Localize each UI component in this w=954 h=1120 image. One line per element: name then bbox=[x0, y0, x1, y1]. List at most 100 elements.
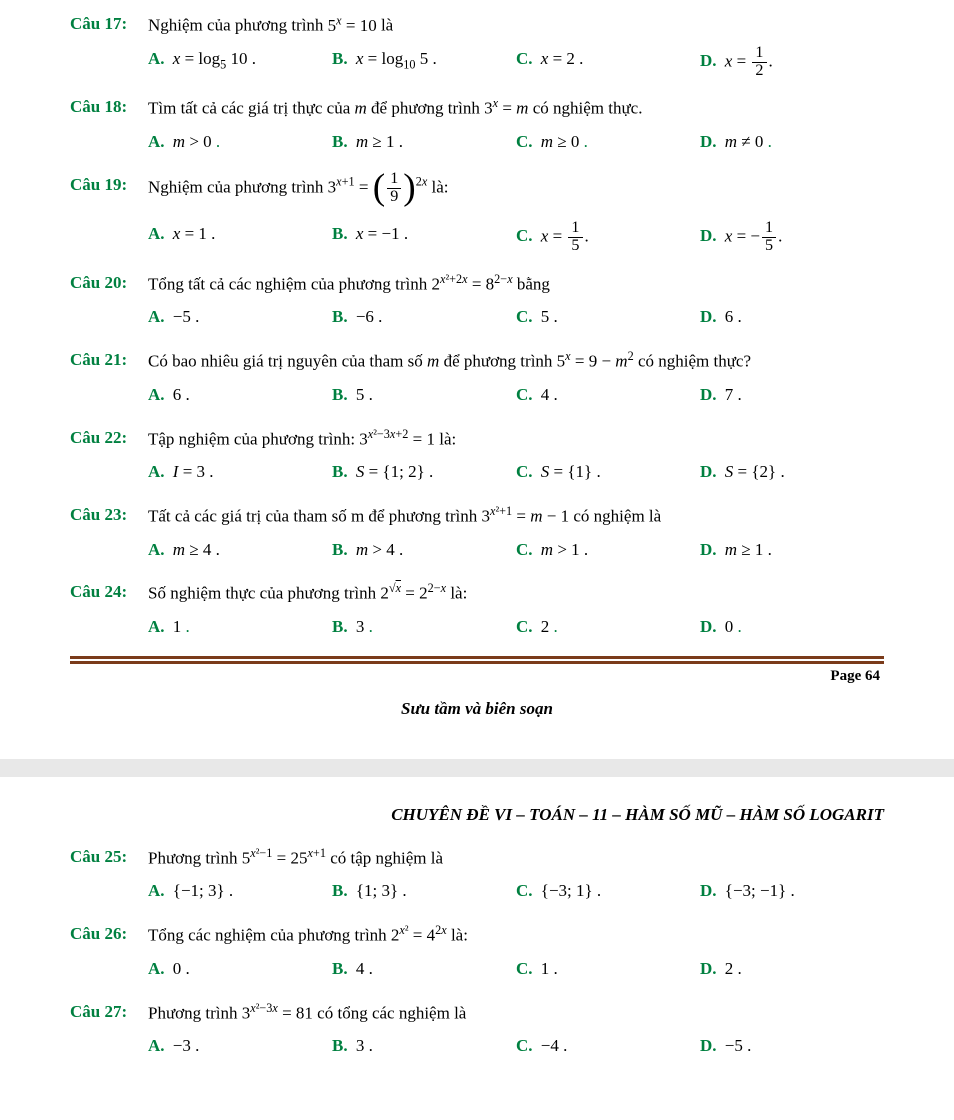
option-d: D. S = {2} . bbox=[700, 458, 884, 487]
question-body: Tất cả các giá trị của tham số m để phươ… bbox=[148, 501, 884, 564]
question-number: Câu 20: bbox=[70, 269, 148, 332]
question-stem: Nghiệm của phương trình 3x+1 = ( 19 ) 2x… bbox=[148, 171, 884, 206]
option-b: B. 5 . bbox=[332, 381, 516, 410]
option-d: D. 6 . bbox=[700, 303, 884, 332]
option-c: C. 5 . bbox=[516, 303, 700, 332]
option-d: D. m ≥ 1 . bbox=[700, 536, 884, 565]
option-b: B. {1; 3} . bbox=[332, 877, 516, 906]
page-number: Page 64 bbox=[70, 668, 884, 685]
question-number: Câu 22: bbox=[70, 424, 148, 487]
option-d: D. m ≠ 0 . bbox=[700, 128, 884, 157]
page-bottom: Câu 25: Phương trình 5x²−1 = 25x+1 có tậ… bbox=[0, 843, 954, 1095]
options: A. m ≥ 4 . B. m > 4 . C. m > 1 . D. m ≥ … bbox=[148, 536, 884, 565]
question-body: Tổng các nghiệm của phương trình 2x² = 4… bbox=[148, 920, 884, 983]
question-number: Câu 27: bbox=[70, 998, 148, 1061]
options: A. x = log5 10 . B. x = log10 5 . C. x =… bbox=[148, 45, 884, 80]
options: A. 0 . B. 4 . C. 1 . D. 2 . bbox=[148, 955, 884, 984]
option-d: D. x = −15. bbox=[700, 220, 884, 255]
question-stem: Phương trình 5x²−1 = 25x+1 có tập nghiệm… bbox=[148, 843, 884, 874]
question-number: Câu 25: bbox=[70, 843, 148, 906]
question-number: Câu 26: bbox=[70, 920, 148, 983]
option-a: A. −3 . bbox=[148, 1032, 332, 1061]
page-gap bbox=[0, 759, 954, 777]
question-27: Câu 27: Phương trình 3x²−3x = 81 có tổng… bbox=[70, 998, 884, 1061]
divider-rule bbox=[70, 656, 884, 664]
option-b: B. S = {1; 2} . bbox=[332, 458, 516, 487]
options: A. x = 1 . B. x = −1 . C. x = 15. D. x =… bbox=[148, 220, 884, 255]
question-body: Số nghiệm thực của phương trình 2√x = 22… bbox=[148, 578, 884, 641]
question-stem: Số nghiệm thực của phương trình 2√x = 22… bbox=[148, 578, 884, 609]
question-stem: Phương trình 3x²−3x = 81 có tổng các ngh… bbox=[148, 998, 884, 1029]
option-a: A. m ≥ 4 . bbox=[148, 536, 332, 565]
option-b: B. 4 . bbox=[332, 955, 516, 984]
question-stem: Có bao nhiêu giá trị nguyên của tham số … bbox=[148, 346, 884, 377]
question-body: Nghiệm của phương trình 3x+1 = ( 19 ) 2x… bbox=[148, 171, 884, 255]
question-body: Nghiệm của phương trình 5x = 10 là A. x … bbox=[148, 10, 884, 79]
question-number: Câu 18: bbox=[70, 93, 148, 156]
option-c: C. m ≥ 0 . bbox=[516, 128, 700, 157]
option-b: B. 3 . bbox=[332, 1032, 516, 1061]
equation: 5x = 10 bbox=[328, 16, 377, 35]
question-number: Câu 24: bbox=[70, 578, 148, 641]
question-24: Câu 24: Số nghiệm thực của phương trình … bbox=[70, 578, 884, 641]
question-21: Câu 21: Có bao nhiêu giá trị nguyên của … bbox=[70, 346, 884, 409]
option-d: D. 2 . bbox=[700, 955, 884, 984]
question-20: Câu 20: Tổng tất cả các nghiệm của phươn… bbox=[70, 269, 884, 332]
option-c: C. 4 . bbox=[516, 381, 700, 410]
question-body: Tổng tất cả các nghiệm của phương trình … bbox=[148, 269, 884, 332]
option-a: A. I = 3 . bbox=[148, 458, 332, 487]
question-body: Tìm tất cả các giá trị thực của m để phư… bbox=[148, 93, 884, 156]
question-18: Câu 18: Tìm tất cả các giá trị thực của … bbox=[70, 93, 884, 156]
option-a: A. x = log5 10 . bbox=[148, 45, 332, 80]
question-stem: Tập nghiệm của phương trình: 3x²−3x+2 = … bbox=[148, 424, 884, 455]
option-a: A. 1 . bbox=[148, 613, 332, 642]
option-c: C. x = 15. bbox=[516, 220, 700, 255]
page-top: Câu 17: Nghiệm của phương trình 5x = 10 … bbox=[0, 0, 954, 759]
option-c: C. S = {1} . bbox=[516, 458, 700, 487]
option-c: C. m > 1 . bbox=[516, 536, 700, 565]
option-d: D. {−3; −1} . bbox=[700, 877, 884, 906]
option-c: C. {−3; 1} . bbox=[516, 877, 700, 906]
option-b: B. 3 . bbox=[332, 613, 516, 642]
question-number: Câu 21: bbox=[70, 346, 148, 409]
question-26: Câu 26: Tổng các nghiệm của phương trình… bbox=[70, 920, 884, 983]
fraction: ( 19 ) bbox=[373, 171, 416, 206]
options: A. −5 . B. −6 . C. 5 . D. 6 . bbox=[148, 303, 884, 332]
footer-credit: Sưu tầm và biên soạn bbox=[70, 699, 884, 719]
option-c: C. 1 . bbox=[516, 955, 700, 984]
question-number: Câu 23: bbox=[70, 501, 148, 564]
option-a: A. x = 1 . bbox=[148, 220, 332, 255]
option-a: A. {−1; 3} . bbox=[148, 877, 332, 906]
option-c: C. −4 . bbox=[516, 1032, 700, 1061]
option-b: B. x = log10 5 . bbox=[332, 45, 516, 80]
question-body: Có bao nhiêu giá trị nguyên của tham số … bbox=[148, 346, 884, 409]
options: A. −3 . B. 3 . C. −4 . D. −5 . bbox=[148, 1032, 884, 1061]
option-d: D. x = 12. bbox=[700, 45, 884, 80]
option-a: A. −5 . bbox=[148, 303, 332, 332]
question-19: Câu 19: Nghiệm của phương trình 3x+1 = (… bbox=[70, 171, 884, 255]
question-number: Câu 19: bbox=[70, 171, 148, 255]
options: A. I = 3 . B. S = {1; 2} . C. S = {1} . … bbox=[148, 458, 884, 487]
question-stem: Tổng tất cả các nghiệm của phương trình … bbox=[148, 269, 884, 300]
option-b: B. m ≥ 1 . bbox=[332, 128, 516, 157]
question-body: Tập nghiệm của phương trình: 3x²−3x+2 = … bbox=[148, 424, 884, 487]
option-a: A. 0 . bbox=[148, 955, 332, 984]
question-number: Câu 17: bbox=[70, 10, 148, 79]
option-a: A. m > 0 . bbox=[148, 128, 332, 157]
option-d: D. 0 . bbox=[700, 613, 884, 642]
option-b: B. x = −1 . bbox=[332, 220, 516, 255]
options: A. 6 . B. 5 . C. 4 . D. 7 . bbox=[148, 381, 884, 410]
question-25: Câu 25: Phương trình 5x²−1 = 25x+1 có tậ… bbox=[70, 843, 884, 906]
question-stem: Tìm tất cả các giá trị thực của m để phư… bbox=[148, 93, 884, 124]
option-d: D. 7 . bbox=[700, 381, 884, 410]
question-stem: Nghiệm của phương trình 5x = 10 là bbox=[148, 10, 884, 41]
question-stem: Tổng các nghiệm của phương trình 2x² = 4… bbox=[148, 920, 884, 951]
options: A. 1 . B. 3 . C. 2 . D. 0 . bbox=[148, 613, 884, 642]
options: A. {−1; 3} . B. {1; 3} . C. {−3; 1} . D.… bbox=[148, 877, 884, 906]
question-stem: Tất cả các giá trị của tham số m để phươ… bbox=[148, 501, 884, 532]
option-b: B. −6 . bbox=[332, 303, 516, 332]
question-body: Phương trình 5x²−1 = 25x+1 có tập nghiệm… bbox=[148, 843, 884, 906]
question-23: Câu 23: Tất cả các giá trị của tham số m… bbox=[70, 501, 884, 564]
option-d: D. −5 . bbox=[700, 1032, 884, 1061]
question-body: Phương trình 3x²−3x = 81 có tổng các ngh… bbox=[148, 998, 884, 1061]
